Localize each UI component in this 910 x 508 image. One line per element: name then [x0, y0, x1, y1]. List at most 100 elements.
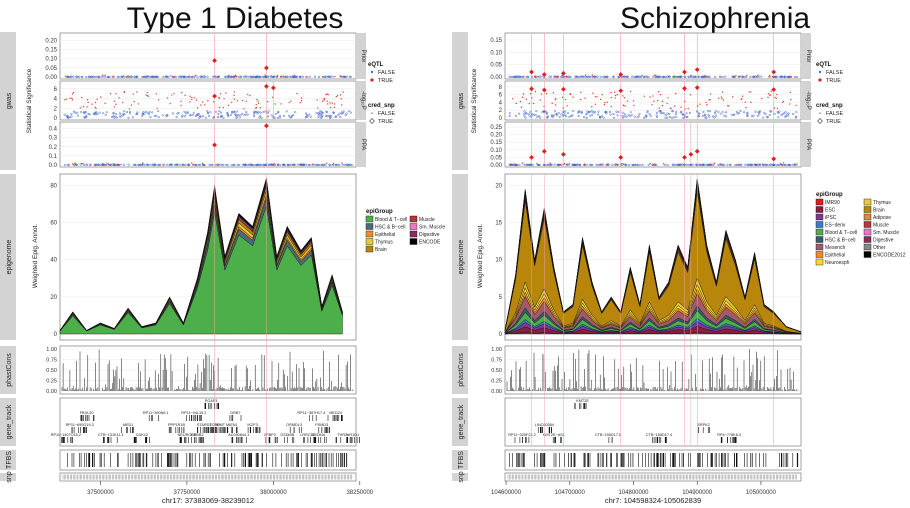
credible-snp-point: [694, 85, 700, 91]
eqtl-point: [196, 107, 199, 109]
snp-point: [152, 163, 156, 166]
snp-point: [685, 163, 688, 166]
snp-point: [523, 112, 526, 115]
eqtl-point: [559, 164, 561, 166]
eqtl-point: [564, 98, 567, 101]
snp-point: [568, 115, 571, 118]
snp-point: [277, 163, 280, 166]
ytick-label: 0.00: [490, 163, 502, 169]
snp-point: [766, 116, 769, 119]
eqtl-point: [113, 100, 116, 102]
eqtl-point: [741, 95, 744, 97]
eqtl-point: [606, 163, 609, 165]
snp-point: [157, 116, 160, 119]
snp-point: [157, 110, 160, 113]
snp-point: [707, 113, 710, 116]
legend-title: eQTL: [816, 62, 832, 68]
snp-point: [330, 114, 333, 118]
eqtl-point: [329, 102, 331, 104]
legend-label: ENCODE: [419, 240, 441, 246]
eqtl-point: [141, 162, 144, 164]
snp-point: [697, 163, 701, 166]
snp-point: [184, 115, 187, 118]
snp-point: [769, 110, 772, 113]
snp-point: [578, 163, 581, 166]
eqtl-point: [201, 162, 204, 164]
snp-point: [763, 111, 766, 114]
eqtl-point: [317, 107, 319, 109]
eqtl-point: [259, 107, 262, 109]
snp-point: [106, 75, 109, 79]
eqtl-point: [276, 74, 279, 77]
snp-point: [208, 115, 211, 118]
track-label: snp: [6, 471, 13, 482]
snp-point: [708, 110, 712, 113]
snp-point: [317, 115, 320, 118]
eqtl-point: [71, 93, 74, 95]
snp-point: [701, 114, 704, 117]
snp-point: [655, 75, 658, 79]
snp-point: [539, 75, 542, 78]
snp-point: [289, 116, 292, 119]
snp-point: [679, 75, 682, 78]
snp-point: [606, 75, 609, 78]
snp-point: [308, 75, 311, 78]
eqtl-point: [264, 74, 266, 76]
snp-point: [184, 163, 187, 166]
eqtl-point: [652, 95, 654, 97]
eqtl-point: [233, 91, 236, 93]
eqtl-point: [327, 94, 329, 96]
snp-point: [695, 163, 698, 166]
ytick-label: 0: [54, 116, 58, 122]
snp-point: [204, 116, 207, 119]
snp-point: [162, 75, 165, 79]
gene-label: NEUROD2: [178, 433, 197, 437]
snp-point: [73, 111, 77, 114]
eqtl-point: [700, 164, 702, 166]
credible-snp-point: [694, 148, 700, 154]
eqtl-point: [601, 163, 603, 166]
snp-point: [328, 75, 331, 78]
snp-point: [346, 163, 349, 167]
snp-point: [598, 163, 601, 166]
gene-label: MIEN1: [226, 423, 238, 427]
ytick-label: 0.05: [45, 66, 57, 72]
eqtl-point: [658, 107, 661, 109]
snp-point: [77, 114, 80, 117]
gene-label: MED1: [123, 423, 134, 427]
snp-point: [299, 163, 302, 166]
snp-point: [723, 114, 726, 117]
snp-point: [238, 116, 241, 119]
gwas-facet-0: [59, 32, 357, 80]
snp-point: [294, 111, 297, 114]
track-label: gwas: [458, 92, 465, 109]
eqtl-point: [120, 163, 122, 166]
snp-point: [167, 75, 170, 78]
eqtl-point: [583, 163, 586, 166]
eqtl-point: [69, 97, 71, 99]
snp-point: [535, 75, 538, 78]
eqtl-point: [519, 100, 522, 103]
snp-point: [147, 112, 151, 115]
snp-point: [616, 114, 619, 117]
eqtl-point: [659, 93, 662, 96]
credible-snp-point: [541, 87, 547, 93]
gene-exons: [346, 437, 360, 443]
snp-point: [257, 111, 260, 114]
snp-point: [751, 163, 754, 166]
gene-exons: [514, 437, 530, 443]
snp-point: [148, 110, 151, 113]
legend-label: Epithelial: [375, 232, 395, 238]
gene-exons: [265, 437, 278, 443]
eqtl-point: [721, 91, 724, 93]
eqtl-point: [661, 100, 664, 102]
snp-point: [780, 114, 783, 117]
snp-point: [549, 75, 553, 78]
gene-exons: [148, 415, 159, 421]
snp-point: [166, 75, 169, 78]
eqtl-point: [217, 76, 219, 78]
snp-point: [242, 75, 246, 78]
eqtl-point: [247, 93, 249, 96]
gene-exons: [318, 427, 330, 433]
ytick-label: 0.10: [490, 148, 502, 154]
